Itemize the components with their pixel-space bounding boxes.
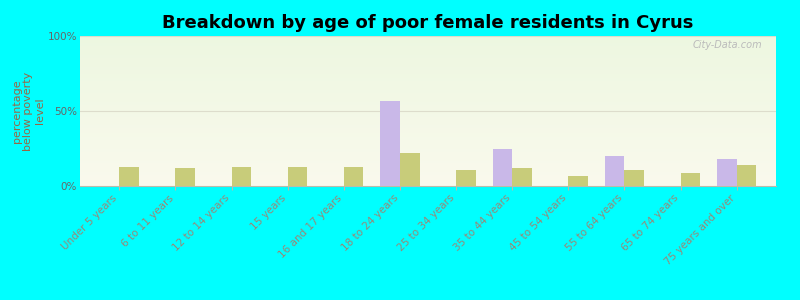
Bar <box>456 169 476 186</box>
Bar <box>605 156 625 186</box>
Bar <box>512 168 532 186</box>
Y-axis label: percentage
below poverty
level: percentage below poverty level <box>12 71 45 151</box>
Bar <box>400 153 419 186</box>
Bar <box>175 168 195 186</box>
Bar <box>493 148 512 186</box>
Title: Breakdown by age of poor female residents in Cyrus: Breakdown by age of poor female resident… <box>162 14 694 32</box>
Bar <box>344 167 363 186</box>
Bar <box>681 172 700 186</box>
Bar <box>231 167 251 186</box>
Bar <box>288 167 307 186</box>
Text: City-Data.com: City-Data.com <box>693 40 762 50</box>
Bar <box>625 169 644 186</box>
Bar <box>717 159 737 186</box>
Bar <box>568 176 588 186</box>
Bar <box>380 100 400 186</box>
Bar <box>119 167 139 186</box>
Bar <box>737 165 756 186</box>
